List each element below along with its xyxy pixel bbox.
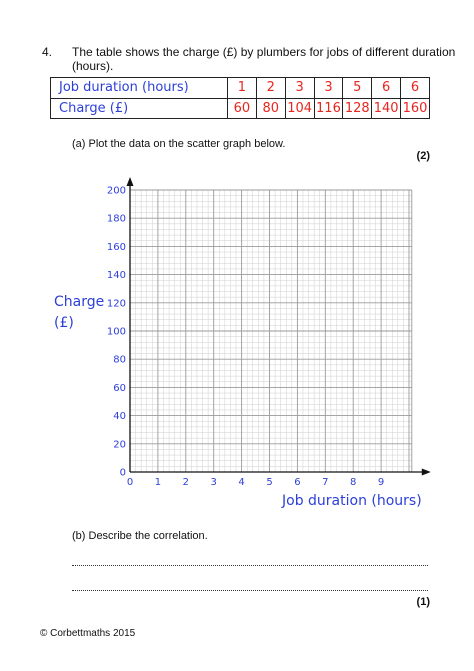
- x-tick-label: 6: [294, 477, 300, 488]
- part-a-marks: (2): [416, 150, 430, 162]
- tick-labels: 0 20 40 60 80 100 120 140 160 180 200 0 1 2 3 4 5 6 7 8 9: [107, 186, 384, 489]
- charge-cell: 128: [342, 97, 373, 119]
- x-tick-label: 7: [322, 477, 328, 488]
- y-tick-label: 100: [107, 327, 126, 338]
- answer-line-2[interactable]: [72, 590, 428, 591]
- y-tick-label: 20: [113, 439, 126, 450]
- y-tick-label: 120: [107, 298, 126, 309]
- y-axis-arrow-icon: [126, 177, 134, 186]
- charge-cell: 60: [227, 97, 257, 119]
- x-tick-label: 5: [266, 477, 272, 488]
- y-tick-label: 160: [107, 242, 126, 253]
- charge-cell: 116: [313, 97, 344, 119]
- table-row-charge: Charge (£) 60 80 104 116 128 140 160: [50, 97, 430, 119]
- x-tick-label: 1: [155, 477, 161, 488]
- y-tick-label: 60: [113, 383, 126, 394]
- charge-cell: 80: [255, 97, 286, 119]
- row-label-charge: Charge (£): [50, 97, 228, 119]
- x-tick-label: 4: [238, 477, 244, 488]
- axes: [126, 177, 431, 476]
- grid-minor-lines: [130, 190, 412, 472]
- x-axis-label: Job duration (hours): [282, 493, 422, 509]
- y-axis-label-line2: (£): [54, 315, 74, 331]
- x-tick-label: 2: [183, 477, 189, 488]
- question-number: 4.: [42, 45, 53, 59]
- x-tick-label: 9: [378, 477, 384, 488]
- part-b-marks: (1): [416, 596, 430, 608]
- x-tick-label: 3: [211, 477, 217, 488]
- x-tick-label: 0: [127, 477, 133, 488]
- y-tick-label: 140: [107, 270, 126, 281]
- y-tick-label: 0: [120, 468, 126, 479]
- grid-major-lines: [130, 189, 413, 472]
- y-tick-label: 180: [107, 214, 126, 225]
- duration-cell: 6: [400, 77, 430, 99]
- data-table: Job duration (hours) 1 2 3 3 5 6 6 Charg…: [50, 77, 430, 119]
- y-axis-label-line1: Charge: [54, 294, 105, 310]
- question-text: The table shows the charge (£) by plumbe…: [72, 45, 456, 73]
- part-b-text: (b) Describe the correlation.: [72, 530, 208, 542]
- copyright-footer: © Corbettmaths 2015: [40, 628, 136, 639]
- y-tick-label: 40: [113, 411, 126, 422]
- y-tick-label: 200: [107, 186, 126, 197]
- y-tick-label: 80: [113, 355, 126, 366]
- part-a-text: (a) Plot the data on the scatter graph b…: [72, 138, 286, 150]
- answer-line-1[interactable]: [72, 565, 428, 566]
- charge-cell: 160: [400, 97, 430, 119]
- charge-cell: 104: [284, 97, 315, 119]
- x-axis-arrow-icon: [421, 468, 431, 476]
- x-tick-label: 8: [350, 477, 356, 488]
- y-axis-label: Charge (£): [54, 292, 104, 334]
